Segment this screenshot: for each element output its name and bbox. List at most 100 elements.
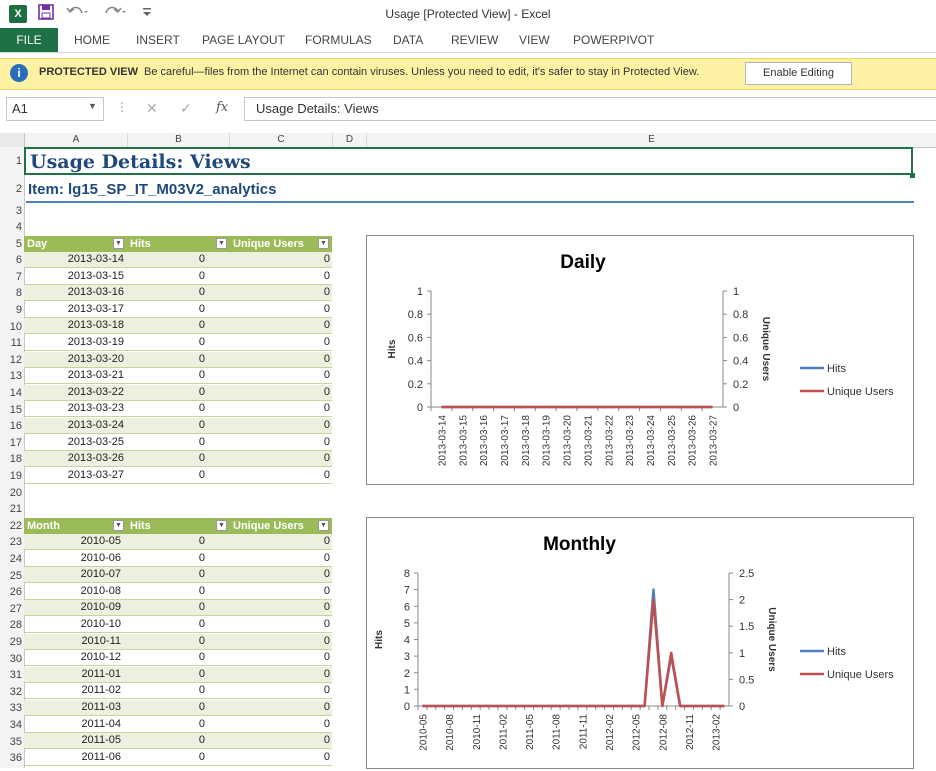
unique-users-cell[interactable]: 0: [323, 584, 330, 597]
hits-cell[interactable]: 0: [198, 618, 205, 630]
date-cell[interactable]: 2011-01: [81, 667, 121, 680]
hits-cell[interactable]: 0: [198, 750, 205, 763]
row-header[interactable]: 2: [15, 183, 22, 195]
name-box[interactable]: [6, 97, 104, 121]
row-header[interactable]: 29: [9, 636, 22, 648]
unique-users-cell[interactable]: 0: [323, 253, 330, 265]
row-header[interactable]: 35: [9, 735, 22, 748]
date-cell[interactable]: 2013-03-19: [67, 336, 124, 348]
hits-cell[interactable]: 0: [198, 302, 205, 315]
daily-chart-frame[interactable]: Daily 0 0.2 0.4 0.6 0.8 1 0 0.2 0.4 0.6 0.8 1 Hits Uni…: [366, 235, 914, 485]
tab-page-layout[interactable]: PAGE LAYOUT: [202, 33, 285, 47]
date-cell[interactable]: 2013-03-16: [67, 286, 124, 299]
header-hits[interactable]: Hits ▼: [127, 236, 230, 252]
date-cell[interactable]: 2011-04: [81, 717, 121, 730]
hits-cell[interactable]: 0: [198, 634, 205, 647]
filter-dropdown-icon[interactable]: ▼: [216, 238, 227, 249]
unique-users-cell[interactable]: 0: [323, 551, 330, 564]
row-header[interactable]: 15: [9, 403, 22, 416]
filter-dropdown-icon[interactable]: ▼: [113, 238, 124, 249]
hits-cell[interactable]: 0: [198, 419, 205, 431]
unique-users-cell[interactable]: 0: [323, 435, 330, 448]
row-header[interactable]: 7: [15, 270, 22, 283]
enable-editing-button[interactable]: Enable Editing: [745, 62, 852, 85]
column-header-c[interactable]: C: [230, 133, 333, 147]
cancel-icon[interactable]: ✕: [146, 100, 158, 116]
date-cell[interactable]: 2013-03-14: [67, 253, 124, 265]
insert-function-icon[interactable]: fx: [216, 100, 229, 115]
header-unique-users[interactable]: Unique Users ▼: [230, 518, 332, 534]
date-cell[interactable]: 2011-05: [81, 734, 121, 747]
date-cell[interactable]: 2013-03-18: [67, 319, 124, 332]
row-header[interactable]: 8: [15, 287, 22, 300]
hits-cell[interactable]: 0: [198, 701, 205, 713]
date-cell[interactable]: 2011-06: [81, 750, 121, 763]
unique-users-cell[interactable]: 0: [323, 319, 330, 332]
unique-users-cell[interactable]: 0: [323, 634, 330, 647]
row-header[interactable]: 28: [9, 619, 22, 632]
date-cell[interactable]: 2010-08: [80, 584, 121, 597]
chevron-down-icon[interactable]: ▼: [88, 101, 97, 111]
row-header[interactable]: 30: [9, 652, 22, 665]
date-cell[interactable]: 2013-03-22: [67, 385, 124, 398]
row-header[interactable]: 23: [9, 536, 22, 549]
filter-dropdown-icon[interactable]: ▼: [113, 520, 124, 531]
row-header[interactable]: 19: [9, 470, 22, 482]
header-hits[interactable]: Hits ▼: [127, 518, 230, 534]
tab-review[interactable]: REVIEW: [451, 33, 499, 47]
row-header[interactable]: 9: [15, 304, 22, 316]
unique-users-cell[interactable]: 0: [323, 684, 330, 697]
row-header[interactable]: 18: [9, 453, 22, 466]
hits-cell[interactable]: 0: [198, 286, 205, 299]
item-label[interactable]: Item: lg15_SP_IT_M03V2_analytics: [28, 181, 277, 198]
date-cell[interactable]: 2010-06: [80, 551, 121, 564]
row-header[interactable]: 26: [9, 586, 22, 599]
column-header-d[interactable]: D: [333, 133, 367, 147]
row-header[interactable]: 5: [15, 237, 22, 250]
row-header[interactable]: 24: [9, 553, 22, 565]
row-header[interactable]: 31: [9, 669, 22, 682]
date-cell[interactable]: 2013-03-15: [67, 269, 124, 282]
row-header[interactable]: 22: [9, 519, 22, 532]
date-cell[interactable]: 2013-03-24: [67, 419, 124, 431]
row-header[interactable]: 3: [15, 205, 22, 217]
unique-users-cell[interactable]: 0: [323, 717, 330, 730]
unique-users-cell[interactable]: 0: [323, 701, 330, 713]
unique-users-cell[interactable]: 0: [323, 468, 330, 481]
hits-cell[interactable]: 0: [198, 402, 205, 415]
row-header[interactable]: 14: [9, 387, 22, 399]
row-header[interactable]: 11: [10, 337, 22, 350]
tab-powerpivot[interactable]: POWERPIVOT: [573, 33, 655, 47]
date-cell[interactable]: 2010-10: [80, 618, 121, 630]
hits-cell[interactable]: 0: [198, 584, 205, 597]
hits-cell[interactable]: 0: [198, 468, 205, 481]
sheet-title[interactable]: Usage Details: Views: [30, 151, 251, 173]
hits-cell[interactable]: 0: [198, 684, 205, 697]
date-cell[interactable]: 2010-05: [80, 535, 121, 547]
unique-users-cell[interactable]: 0: [323, 750, 330, 763]
row-header[interactable]: 27: [9, 602, 22, 615]
save-icon[interactable]: [38, 4, 54, 24]
hits-cell[interactable]: 0: [198, 385, 205, 398]
monthly-chart-frame[interactable]: Monthly 0 1 2 3 4 5 6 7 8 0 0.5 1 1.5 2 2.5 Hits Unique U…: [366, 517, 914, 769]
unique-users-cell[interactable]: 0: [323, 385, 330, 398]
row-header[interactable]: 10: [9, 320, 22, 333]
filter-dropdown-icon[interactable]: ▼: [318, 520, 329, 531]
unique-users-cell[interactable]: 0: [323, 336, 330, 348]
formula-input[interactable]: [244, 97, 936, 121]
date-cell[interactable]: 2011-03: [81, 701, 121, 713]
column-header-e[interactable]: E: [648, 134, 655, 145]
header-day[interactable]: Day ▼: [24, 236, 127, 252]
date-cell[interactable]: 2013-03-23: [67, 402, 124, 415]
date-cell[interactable]: 2010-09: [80, 601, 121, 614]
date-cell[interactable]: 2013-03-20: [67, 352, 124, 365]
unique-users-cell[interactable]: 0: [323, 402, 330, 415]
column-header-a[interactable]: A: [25, 133, 128, 147]
tab-home[interactable]: HOME: [74, 33, 110, 47]
hits-cell[interactable]: 0: [198, 452, 205, 465]
row-header[interactable]: 34: [9, 719, 22, 731]
unique-users-cell[interactable]: 0: [323, 302, 330, 315]
unique-users-cell[interactable]: 0: [323, 286, 330, 299]
unique-users-cell[interactable]: 0: [323, 452, 330, 465]
date-cell[interactable]: 2011-02: [81, 684, 121, 697]
